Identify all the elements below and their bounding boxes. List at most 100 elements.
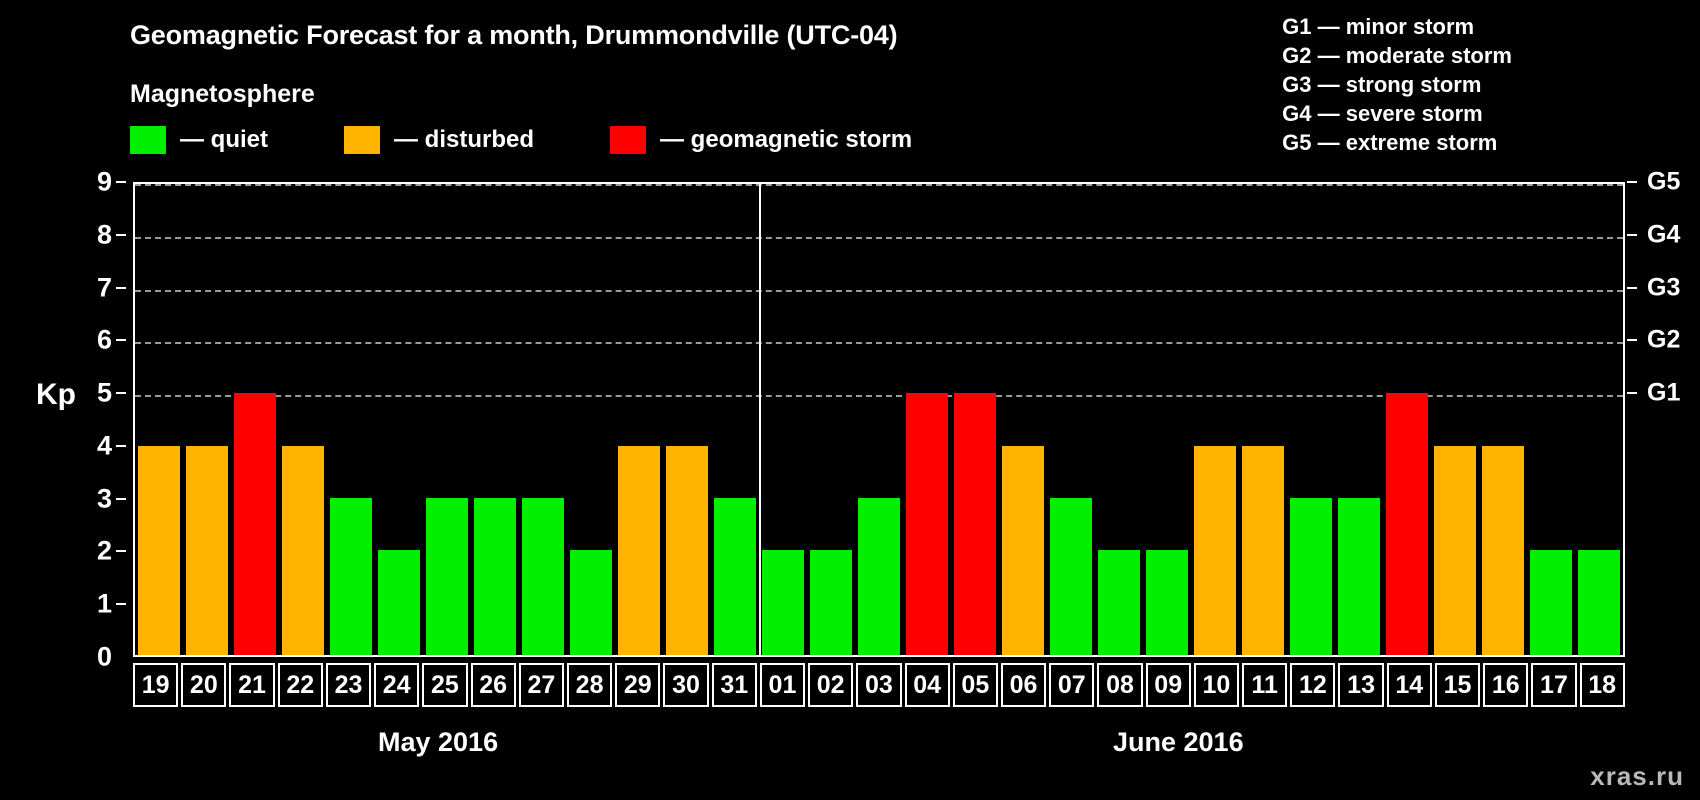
bar-may-22[interactable] (282, 445, 324, 655)
date-cell[interactable]: 29 (615, 663, 661, 707)
bar-may-21[interactable] (234, 393, 276, 655)
date-cell[interactable]: 02 (808, 663, 854, 707)
bar-june-14[interactable] (1386, 393, 1428, 655)
bar-june-16[interactable] (1482, 445, 1524, 655)
date-cell[interactable]: 28 (566, 663, 613, 707)
bar-cell[interactable] (1575, 184, 1623, 655)
bar-cell[interactable] (1047, 184, 1095, 655)
bar-cell[interactable] (183, 184, 231, 655)
bar-june-09[interactable] (1146, 550, 1188, 655)
date-cell[interactable]: 15 (1434, 663, 1481, 707)
bar-cell[interactable] (1095, 184, 1143, 655)
date-cell[interactable]: 21 (229, 663, 275, 707)
bar-cell[interactable] (471, 184, 519, 655)
bar-cell[interactable] (135, 184, 183, 655)
date-cell[interactable]: 16 (1483, 663, 1529, 707)
bar-cell[interactable] (279, 184, 327, 655)
date-cell[interactable]: 27 (518, 663, 564, 707)
date-cell[interactable]: 14 (1386, 663, 1432, 707)
bar-cell[interactable] (231, 184, 279, 655)
legend-quiet: — quiet (130, 126, 268, 154)
bar-cell[interactable] (663, 184, 711, 655)
bar-june-03[interactable] (858, 498, 900, 655)
date-cell[interactable]: 20 (181, 663, 227, 707)
date-cell[interactable]: 11 (1242, 663, 1288, 707)
bar-cell[interactable] (1335, 184, 1383, 655)
bar-may-20[interactable] (186, 445, 228, 655)
bar-june-04[interactable] (906, 393, 948, 655)
date-cell[interactable]: 04 (904, 663, 950, 707)
y-tick-label-4: 4 (96, 430, 112, 461)
bar-cell[interactable] (1431, 184, 1479, 655)
bar-cell[interactable] (951, 184, 999, 655)
date-cell[interactable]: 09 (1145, 663, 1191, 707)
bar-june-08[interactable] (1098, 550, 1140, 655)
bar-cell[interactable] (1239, 184, 1287, 655)
date-cell[interactable]: 31 (711, 663, 757, 707)
date-cell[interactable]: 12 (1290, 663, 1336, 707)
bar-june-05[interactable] (954, 393, 996, 655)
date-cell[interactable]: 01 (759, 663, 806, 707)
date-cell[interactable]: 24 (374, 663, 420, 707)
bar-may-31[interactable] (714, 498, 756, 655)
bar-may-19[interactable] (138, 445, 180, 655)
plot-area (133, 182, 1625, 657)
bar-cell[interactable] (711, 184, 759, 655)
bar-cell[interactable] (567, 184, 615, 655)
bar-june-13[interactable] (1338, 498, 1380, 655)
bar-cell[interactable] (519, 184, 567, 655)
date-cell[interactable]: 06 (1000, 663, 1047, 707)
bar-may-24[interactable] (378, 550, 420, 655)
bar-cell[interactable] (1287, 184, 1335, 655)
bar-june-15[interactable] (1434, 445, 1476, 655)
bar-cell[interactable] (1527, 184, 1575, 655)
date-cell[interactable]: 17 (1531, 663, 1577, 707)
bar-may-28[interactable] (570, 550, 612, 655)
date-cell[interactable]: 05 (952, 663, 998, 707)
bar-cell[interactable] (1479, 184, 1527, 655)
date-cell[interactable]: 13 (1338, 663, 1384, 707)
bar-june-17[interactable] (1530, 550, 1572, 655)
bar-cell[interactable] (423, 184, 471, 655)
bar-cell[interactable] (855, 184, 903, 655)
bar-may-26[interactable] (474, 498, 516, 655)
bar-cell[interactable] (999, 184, 1047, 655)
bar-cell[interactable] (1143, 184, 1191, 655)
bar-cell[interactable] (1191, 184, 1239, 655)
bar-june-10[interactable] (1194, 445, 1236, 655)
bar-june-12[interactable] (1290, 498, 1332, 655)
date-cell[interactable]: 26 (470, 663, 516, 707)
bar-june-11[interactable] (1242, 445, 1284, 655)
date-cell[interactable]: 07 (1049, 663, 1095, 707)
date-cell[interactable]: 03 (856, 663, 902, 707)
bar-cell[interactable] (615, 184, 663, 655)
watermark: xras.ru (1590, 761, 1684, 791)
bar-cell[interactable] (807, 184, 855, 655)
bar-may-30[interactable] (666, 445, 708, 655)
date-cell[interactable]: 10 (1193, 663, 1240, 707)
date-cell[interactable]: 18 (1579, 663, 1625, 707)
bar-cell[interactable] (903, 184, 951, 655)
bar-cell[interactable] (759, 184, 807, 655)
bar-cell[interactable] (375, 184, 423, 655)
date-cell[interactable]: 19 (133, 663, 179, 707)
bar-june-01[interactable] (762, 550, 804, 655)
bar-june-18[interactable] (1578, 550, 1620, 655)
y-tick-label-5: 5 (96, 377, 112, 408)
date-cell[interactable]: 25 (422, 663, 468, 707)
date-cell[interactable]: 22 (277, 663, 323, 707)
bar-cell[interactable] (1383, 184, 1431, 655)
bar-may-23[interactable] (330, 498, 372, 655)
bar-may-25[interactable] (426, 498, 468, 655)
bar-june-06[interactable] (1002, 445, 1044, 655)
bar-may-27[interactable] (522, 498, 564, 655)
y-tick-label-2: 2 (96, 535, 112, 566)
bar-may-29[interactable] (618, 445, 660, 655)
bar-cell[interactable] (327, 184, 375, 655)
date-cell[interactable]: 08 (1097, 663, 1143, 707)
date-cell[interactable]: 23 (325, 663, 372, 707)
legend-disturbed: — disturbed (344, 126, 534, 154)
bar-june-02[interactable] (810, 550, 852, 655)
bar-june-07[interactable] (1050, 498, 1092, 655)
date-cell[interactable]: 30 (663, 663, 709, 707)
